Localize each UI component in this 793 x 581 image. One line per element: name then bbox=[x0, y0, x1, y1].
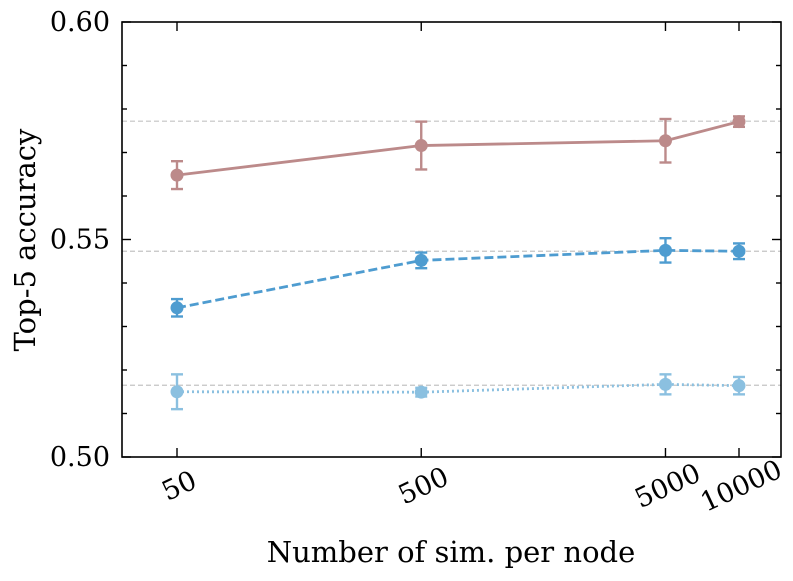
data-point bbox=[732, 115, 746, 129]
data-point bbox=[170, 385, 184, 399]
data-point bbox=[658, 377, 672, 391]
series-2 bbox=[170, 236, 746, 318]
y-tick-label: 0.55 bbox=[50, 225, 110, 256]
x-tick-label: 50 bbox=[157, 465, 201, 508]
data-point bbox=[170, 168, 184, 182]
data-point bbox=[414, 253, 428, 267]
series-line-3 bbox=[176, 382, 740, 394]
x-tick-label: 10000 bbox=[696, 454, 787, 518]
x-axis-label: Number of sim. per node bbox=[267, 535, 636, 569]
plot-frame bbox=[121, 21, 782, 458]
data-point bbox=[732, 379, 746, 393]
data-point bbox=[170, 301, 184, 315]
data-point bbox=[732, 244, 746, 258]
series-layer bbox=[170, 115, 746, 411]
data-point bbox=[414, 139, 428, 153]
series-3 bbox=[170, 373, 746, 411]
data-point bbox=[658, 243, 672, 257]
x-tick-label: 5000 bbox=[630, 458, 705, 515]
reference-lines bbox=[122, 120, 781, 386]
y-axis-label: Top-5 accuracy bbox=[8, 128, 42, 351]
series-line-1 bbox=[176, 120, 740, 177]
data-point bbox=[414, 385, 428, 399]
y-tick-label: 0.50 bbox=[50, 442, 110, 473]
x-tick-label: 500 bbox=[394, 461, 454, 511]
series-line-2 bbox=[176, 248, 740, 310]
series-1 bbox=[170, 115, 746, 191]
y-tick-label: 0.60 bbox=[50, 7, 110, 38]
data-point bbox=[658, 134, 672, 148]
